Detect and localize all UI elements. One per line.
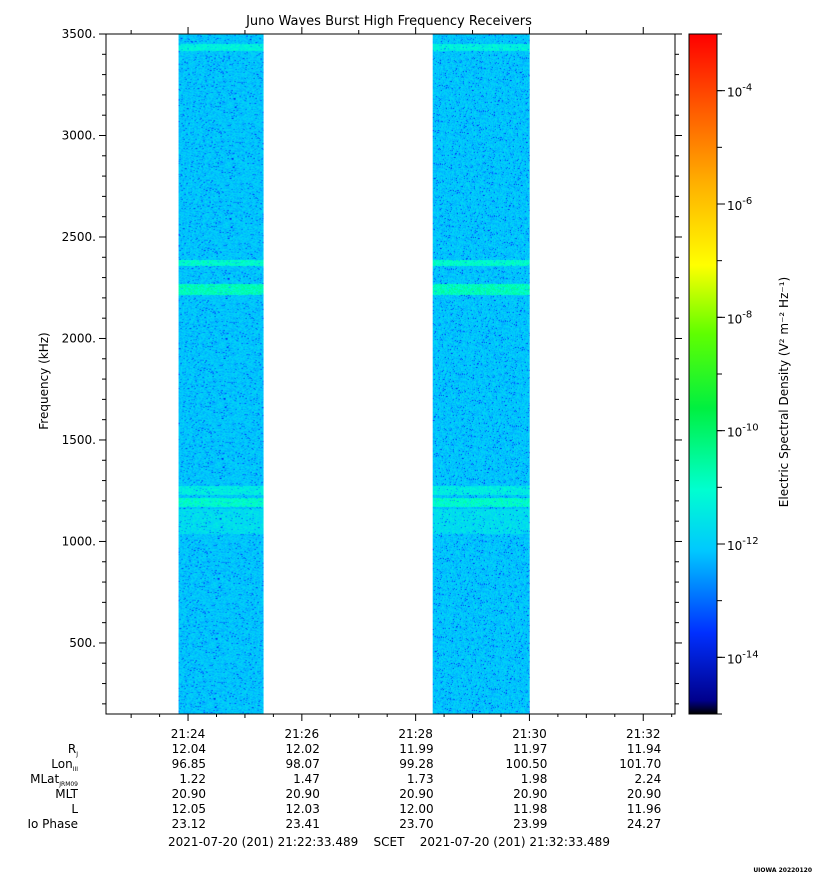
y-tick-label: 500.	[69, 636, 96, 650]
ephemeris-value: 98.07	[285, 757, 319, 771]
colorbar-label: Electric Spectral Density (V² m⁻² Hz⁻¹)	[777, 277, 791, 507]
ephemeris-value: 11.97	[513, 742, 547, 756]
y-tick-label: 3000.	[62, 128, 96, 142]
ephemeris-value: 20.90	[172, 787, 206, 801]
x-tick-label: 21:28	[398, 727, 433, 741]
processing-stamp: UIOWA 20220120	[753, 867, 812, 874]
ephemeris-value: 1.47	[293, 772, 320, 786]
ephemeris-value: 1.98	[521, 772, 548, 786]
ephemeris-value: 20.90	[513, 787, 547, 801]
x-tick-label: 21:26	[285, 727, 320, 741]
ephemeris-value: 1.22	[179, 772, 206, 786]
ephemeris-value: 12.05	[172, 802, 206, 816]
ephemeris-value: 11.98	[513, 802, 547, 816]
ephemeris-row-label: MLatJRM09	[30, 772, 78, 788]
colorbar-fill	[688, 33, 718, 715]
colorbar-tick-label: 10-4	[727, 83, 752, 100]
x-tick-label: 21:30	[512, 727, 547, 741]
x-axis-ticks: 21:24 21:26 21:28 21:30 21:32	[130, 27, 673, 741]
y-axis-ticks: 500. 1000. 1500. 2000. 2500. 3000. 3500.	[62, 27, 682, 705]
spectrogram-interval-1	[178, 34, 264, 714]
ephemeris-value: 23.41	[285, 817, 319, 831]
colorbar-tick-label: 10-10	[727, 423, 759, 440]
ephemeris-row-label: MLT	[55, 787, 78, 801]
colorbar-tick-label: 10-6	[727, 196, 752, 213]
ephemeris-value: 99.28	[399, 757, 433, 771]
y-tick-label: 2500.	[62, 230, 96, 244]
ephemeris-value: 1.73	[407, 772, 434, 786]
ephemeris-value: 12.03	[285, 802, 319, 816]
ephemeris-value: 2.24	[635, 772, 662, 786]
spectrogram-interval-2	[432, 34, 530, 714]
ephemeris-value: 23.12	[172, 817, 206, 831]
y-axis-label: Frequency (kHz)	[37, 332, 51, 429]
colorbar-tick-label: 10-14	[727, 649, 759, 666]
ephemeris-value: 12.04	[172, 742, 206, 756]
ephemeris-value: 101.70	[619, 757, 661, 771]
colorbar-tick-label: 10-12	[727, 536, 759, 553]
ephemeris-value: 12.00	[399, 802, 433, 816]
x-tick-label: 21:32	[626, 727, 661, 741]
time-range-footer: 2021-07-20 (201) 21:22:33.489 SCET 2021-…	[168, 835, 610, 849]
ephemeris-value: 100.50	[505, 757, 547, 771]
colorbar-tick-label: 10-8	[727, 309, 752, 326]
ephemeris-row-label: L	[71, 802, 78, 816]
y-tick-label: 3500.	[62, 27, 96, 41]
colorbar-ticks: 10-14 10-12 10-10 10-8 10-6 10-4	[717, 33, 759, 715]
chart-title: Juno Waves Burst High Frequency Receiver…	[245, 14, 532, 29]
ephemeris-value: 96.85	[172, 757, 206, 771]
ephemeris-value: 20.90	[627, 787, 661, 801]
colorbar: 10-14 10-12 10-10 10-8 10-6 10-4 Electric Spe…	[688, 33, 791, 715]
y-tick-label: 2000.	[62, 331, 96, 345]
ephemeris-value: 23.99	[513, 817, 547, 831]
y-tick-label: 1000.	[62, 534, 96, 548]
ephemeris-value: 20.90	[285, 787, 319, 801]
spectrogram-data	[178, 34, 530, 714]
ephemeris-value: 23.70	[399, 817, 433, 831]
ephemeris-value: 11.96	[627, 802, 661, 816]
ephemeris-value: 11.94	[627, 742, 661, 756]
plot-frame	[105, 33, 676, 715]
ephemeris-value: 20.90	[399, 787, 433, 801]
ephemeris-row-label: LonIII	[51, 757, 78, 773]
ephemeris-value: 11.99	[399, 742, 433, 756]
x-tick-label: 21:24	[171, 727, 206, 741]
ephemeris-value: 12.02	[285, 742, 319, 756]
ephemeris-row-label: RJ	[68, 742, 78, 758]
ephemeris-value: 24.27	[627, 817, 661, 831]
ephemeris-table: RJ 12.04 12.02 11.99 11.97 11.94 LonIII 96.85 98…	[27, 742, 661, 831]
ephemeris-row-label: Io Phase	[27, 817, 78, 831]
y-tick-label: 1500.	[62, 433, 96, 447]
